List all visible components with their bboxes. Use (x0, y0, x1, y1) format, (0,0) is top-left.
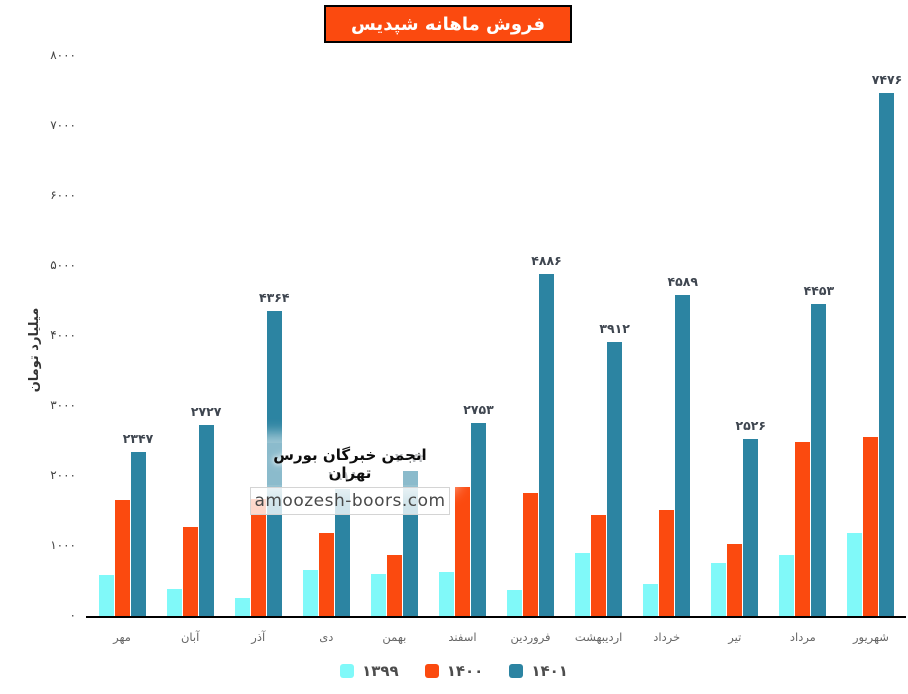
bar-1399 (166, 588, 182, 616)
bar-1401 (879, 92, 895, 616)
bar-value-label: ۳۹۱۲ (599, 321, 630, 337)
y-axis-tick-label: ۳۰۰۰ (50, 398, 76, 412)
y-axis-tick-label: ۷۰۰۰ (50, 118, 76, 132)
bar-1399 (370, 574, 386, 616)
legend-label-1399: ۱۳۹۹ (362, 662, 399, 680)
bar-1399 (643, 583, 659, 616)
bar-1401 (607, 342, 623, 616)
legend-label-1401: ۱۴۰۱ (531, 662, 568, 680)
bar-1401 (539, 273, 555, 616)
bar-1400 (795, 441, 811, 616)
bar-1399 (779, 555, 795, 616)
bar-value-label: ۲۳۴۷ (122, 430, 154, 446)
y-axis-tick-label: ۱۰۰۰ (50, 538, 76, 552)
bar-1400 (523, 492, 539, 616)
bar-1400 (591, 515, 607, 616)
x-axis-label: بهمن (382, 630, 407, 644)
legend-swatch-1399 (340, 664, 355, 678)
bar-1399 (711, 562, 727, 616)
legend-label-1400: ۱۴۰۰ (446, 662, 484, 680)
chart-title: فروش ماهانه شپدیس (350, 13, 545, 35)
chart-title-box: فروش ماهانه شپدیس (324, 5, 572, 43)
bar-value-label: ۲۷۲۷ (190, 404, 222, 420)
bar-1400 (318, 533, 334, 616)
bar-1400 (454, 486, 470, 616)
bar-value-label: ۱۸۱۸ (327, 467, 358, 483)
x-axis-label: مرداد (789, 630, 816, 644)
bar-1400 (659, 509, 675, 616)
legend-swatch-1401 (509, 664, 524, 678)
y-axis-tick-label: ۲۰۰۰ (50, 468, 76, 482)
bar-value-label: ۷۴۷۶ (871, 71, 903, 87)
bar-value-label: ۲۰۷۲ (395, 449, 426, 465)
bar-1401 (811, 304, 827, 616)
legend: ۱۳۹۹ ۱۴۰۰ ۱۴۰۱ (0, 658, 908, 684)
bar-1399 (507, 590, 523, 616)
legend-item-1399: ۱۳۹۹ (340, 662, 399, 680)
x-axis-label: آبان (180, 630, 200, 644)
bar-value-label: ۴۸۸۶ (531, 252, 562, 268)
x-axis-label: فروردین (510, 630, 551, 644)
bar-1400 (386, 555, 402, 616)
y-axis-tick-label: ۴۰۰۰ (50, 328, 76, 342)
bar-value-label: ۲۵۲۶ (735, 418, 767, 434)
x-axis-line (86, 616, 906, 618)
watermark: انجمن خبرگان بورس تهران amoozesh-boors.c… (250, 443, 450, 515)
x-axis-label: تیر (728, 630, 742, 644)
bar-1400 (727, 544, 743, 616)
bar-1400 (250, 499, 266, 616)
watermark-text-fa: انجمن خبرگان بورس تهران (250, 443, 450, 485)
bar-value-label: ۲۷۵۳ (463, 402, 494, 418)
legend-swatch-1400 (424, 664, 439, 678)
bar-1401 (198, 425, 214, 616)
y-axis-tick-label: ۵۰۰۰ (50, 258, 76, 272)
legend-item-1401: ۱۴۰۱ (509, 662, 568, 680)
bar-1400 (863, 437, 879, 616)
x-axis-label: اسفند (448, 630, 477, 644)
y-axis-tick-label: ۰ (69, 608, 76, 622)
bar-1401 (130, 451, 146, 616)
bar-1401 (266, 310, 282, 616)
x-axis-label: آذر (251, 630, 266, 644)
bar-1399 (302, 569, 318, 616)
bar-1401 (675, 294, 691, 616)
watermark-domain: amoozesh-boors.com (250, 487, 450, 515)
plot-area: ۲۳۴۷ ۲۷۲۷ ۴۳۶۴ ۱۸۱۸ ۲۰۷۲ ۲۷۵۳ ۴۸۸۶ ۳۹۱۲ ۴۵۸۹ ۲۵۲۶… (88, 56, 905, 616)
bar-value-label: ۴۳۶۴ (258, 289, 290, 305)
bar-1401 (743, 439, 759, 616)
bar-1400 (182, 527, 198, 616)
bar-1399 (575, 553, 591, 616)
bar-value-label: ۴۴۵۳ (803, 283, 835, 299)
y-axis-tick-label: ۶۰۰۰ (50, 188, 76, 202)
x-axis-label: شهریور (852, 630, 889, 644)
legend-item-1400: ۱۴۰۰ (424, 662, 484, 680)
bar-1399 (234, 597, 250, 616)
x-axis-label: خرداد (653, 630, 681, 644)
bar-1401 (470, 423, 486, 616)
bar-1399 (847, 532, 863, 616)
bar-1399 (438, 572, 454, 616)
bar-1400 (114, 499, 130, 616)
y-axis-tick-label: ۸۰۰۰ (50, 48, 76, 62)
bar-1399 (98, 574, 114, 616)
x-axis-label: مهر (113, 630, 131, 644)
x-axis-label: اردیبهشت (574, 630, 623, 644)
x-axis-label: دی (319, 630, 334, 644)
y-axis-title: میلیارد تومان (27, 307, 42, 393)
bar-value-label: ۴۵۸۹ (667, 273, 698, 289)
bar-1401 (334, 488, 350, 616)
